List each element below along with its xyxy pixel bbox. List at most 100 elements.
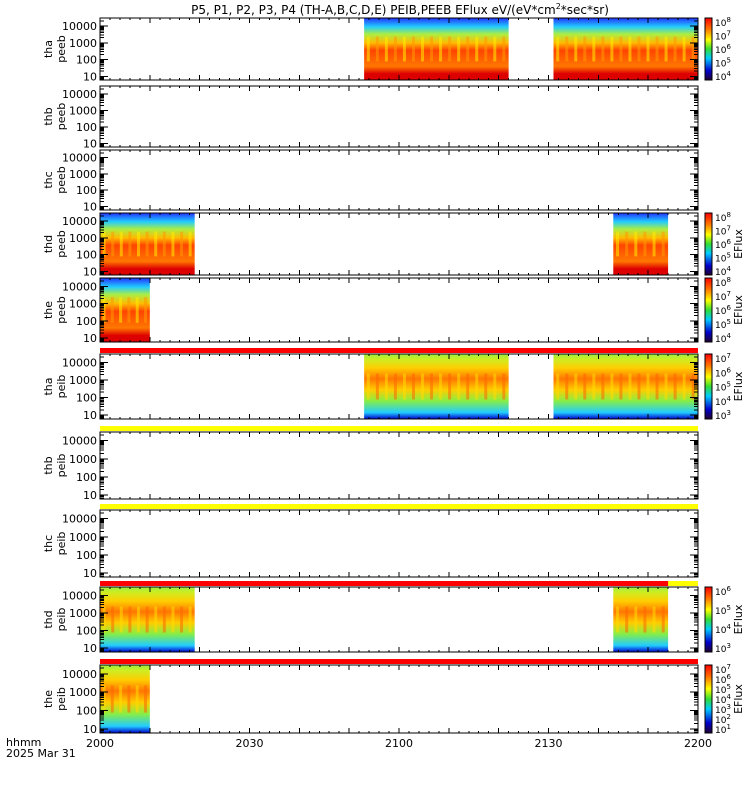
panel-thb-peib: 10 100 1000 10000 thbpeib bbox=[42, 426, 699, 502]
colorbar-tick-label: 105 bbox=[715, 57, 731, 70]
colorbar-tick-base: 10 bbox=[715, 607, 727, 617]
panel-ylabel-instrument: peib bbox=[55, 454, 68, 478]
colorbar-tick-exponent: 4 bbox=[726, 70, 731, 78]
spectrogram-stripe bbox=[625, 231, 629, 257]
spectrogram-stripe bbox=[682, 36, 686, 62]
x-axis: 2000 2030 2100 2130 2200 bbox=[86, 737, 712, 750]
panel-ylabel-probe: thc bbox=[42, 171, 55, 188]
colorbar-tick-base: 10 bbox=[715, 369, 727, 379]
spectrogram-stripe bbox=[556, 36, 560, 62]
x-axis-label-date: 2025 Mar 31 bbox=[6, 747, 76, 760]
spectrogram-block-the-peeb-0 bbox=[100, 278, 150, 342]
panel-ylabel-probe: tha bbox=[42, 40, 55, 58]
spectrogram-stripe bbox=[664, 36, 668, 62]
spectrogram-stripe bbox=[682, 373, 686, 400]
spectrogram-stripe bbox=[111, 606, 115, 633]
colorbar-tick-exponent: 5 bbox=[726, 57, 730, 65]
y-tick-label: 10000 bbox=[62, 88, 97, 101]
colorbar-tick-exponent: 4 bbox=[726, 332, 731, 340]
spectrogram-stripe bbox=[180, 606, 184, 633]
colorbar-tick-exponent: 3 bbox=[726, 703, 730, 711]
spectrogram-stripe bbox=[691, 373, 695, 400]
spectrogram-stripe bbox=[592, 36, 596, 62]
spectrogram-stripe bbox=[188, 606, 192, 633]
panel-ylabel: thdpeeb bbox=[42, 230, 68, 258]
spectrogram-stripe bbox=[673, 373, 677, 400]
colorbar-tick-exponent: 8 bbox=[726, 16, 730, 24]
spectrogram-stripe bbox=[691, 36, 695, 62]
spectrogram-stripe bbox=[475, 36, 479, 62]
y-tick-label: 1000 bbox=[69, 686, 97, 699]
panel-frame bbox=[99, 149, 699, 211]
spectrogram-stripe bbox=[393, 36, 397, 62]
spectrogram-stripe bbox=[119, 231, 123, 257]
y-tick-label: 10 bbox=[83, 642, 97, 655]
spectrogram-block-the-peib-0 bbox=[100, 665, 150, 733]
y-tick-label: 10 bbox=[83, 70, 97, 83]
x-tick-label: 2100 bbox=[385, 737, 413, 750]
spectrogram-stripe bbox=[484, 373, 488, 400]
colorbar-tick-base: 10 bbox=[715, 255, 727, 265]
x-axis-label-time: hhmm bbox=[6, 736, 41, 749]
colorbar-tick-label: 108 bbox=[715, 16, 731, 29]
panel-the-peeb: 10100100010000thepeeb108107106105104EFlu… bbox=[42, 276, 745, 345]
y-tick-label: 100 bbox=[76, 249, 97, 262]
spectrogram-stripe bbox=[402, 36, 406, 62]
spectrogram-stripe bbox=[411, 373, 415, 400]
panel-thd-peeb: 10100100010000thdpeeb108107106105104EFlu… bbox=[42, 211, 745, 278]
colorbar-tick-base: 10 bbox=[715, 279, 727, 289]
panel-ylabel-instrument: peib bbox=[55, 608, 68, 632]
colorbar-zlabel: EFlux bbox=[732, 229, 745, 259]
spectrogram-stripe bbox=[664, 373, 668, 400]
spectrogram-stripe bbox=[502, 36, 506, 62]
colorbar-tha-peeb bbox=[704, 17, 713, 81]
colorbar-tick-base: 10 bbox=[715, 716, 727, 726]
spectrogram-stripe bbox=[384, 36, 388, 62]
spectrogram-stripe bbox=[137, 231, 141, 257]
spectrogram-stripe bbox=[661, 231, 665, 257]
spectrogram-stripe bbox=[135, 297, 139, 323]
panel-ylabel-probe: thb bbox=[42, 107, 55, 125]
spectrogram-stripe bbox=[430, 36, 434, 62]
y-tick-label: 10000 bbox=[62, 356, 97, 369]
spectrogram-stripe bbox=[145, 231, 149, 257]
colorbar-tick-exponent: 4 bbox=[726, 395, 731, 403]
colorbar-tick-label: 104 bbox=[715, 70, 731, 83]
spectrogram-stripe bbox=[128, 231, 132, 257]
colorbar-tick-exponent: 6 bbox=[726, 304, 731, 312]
spectrogram-stripe bbox=[393, 373, 397, 400]
spectrogram-stripe bbox=[375, 373, 379, 400]
panel-ylabel-probe: thd bbox=[42, 235, 55, 253]
spectrogram-stripe bbox=[643, 606, 647, 633]
spectrogram-stripe bbox=[457, 373, 461, 400]
quality-flag-bar bbox=[100, 659, 698, 664]
panel-ylabel: thapeeb bbox=[42, 35, 68, 63]
colorbar-tick-exponent: 5 bbox=[726, 381, 730, 389]
colorbar-tick-exponent: 1 bbox=[726, 723, 730, 731]
spectrogram-stripe bbox=[628, 373, 632, 400]
colorbar-tick-base: 10 bbox=[715, 335, 727, 345]
colorbar-tick-label: 105 bbox=[715, 252, 731, 265]
spectrogram-stripe bbox=[154, 231, 158, 257]
y-tick-label: 10000 bbox=[62, 435, 97, 448]
y-tick-label: 1000 bbox=[69, 531, 97, 544]
colorbar-thd-peeb bbox=[704, 212, 713, 276]
y-tick-label: 1000 bbox=[69, 374, 97, 387]
spectrogram-stripe bbox=[137, 606, 141, 633]
panel-frame bbox=[99, 509, 699, 578]
colorbar-tick-exponent: 6 bbox=[726, 43, 731, 51]
spectrogram-stripe bbox=[171, 606, 175, 633]
panel-ylabel-instrument: peib bbox=[55, 375, 68, 399]
spectrogram-stripe bbox=[574, 373, 578, 400]
colorbar-tick-exponent: 5 bbox=[726, 683, 730, 691]
colorbar-tick-label: 103 bbox=[715, 703, 731, 716]
title-suffix: *sec*sr) bbox=[561, 3, 609, 17]
spectrogram-block-thd-peeb-1 bbox=[613, 213, 669, 275]
colorbar-tick-exponent: 6 bbox=[726, 366, 731, 374]
spectrogram-stripe bbox=[565, 373, 569, 400]
colorbar-tick-label: 104 bbox=[715, 265, 731, 278]
y-tick-label: 10000 bbox=[62, 215, 97, 228]
y-tick-label: 100 bbox=[76, 315, 97, 328]
y-tick-label: 100 bbox=[76, 625, 97, 638]
panel-ylabel: thdpeib bbox=[42, 608, 68, 632]
